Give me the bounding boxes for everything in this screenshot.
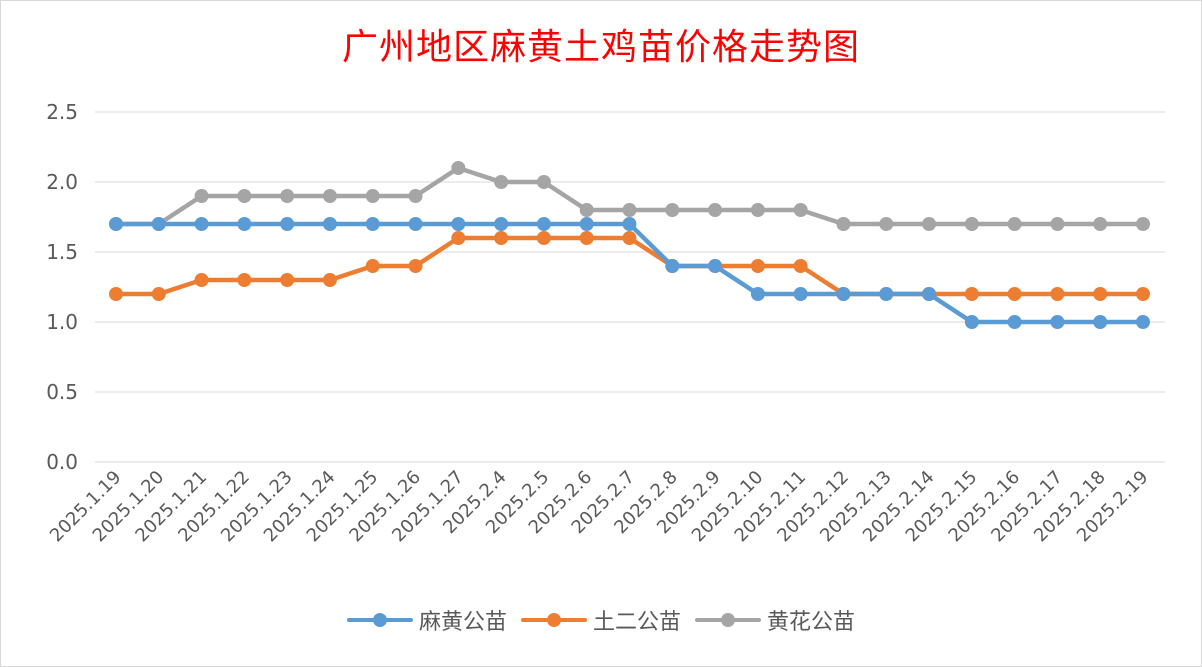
series-0-point <box>879 287 894 301</box>
series-0-point <box>1093 315 1108 329</box>
series-line-1 <box>113 235 1146 297</box>
series-1-point <box>1136 287 1150 301</box>
series-1-point <box>237 273 252 287</box>
series-2-point <box>280 189 295 203</box>
series-0-point <box>151 217 166 231</box>
series-0-point <box>622 217 637 231</box>
series-2-point <box>708 203 723 217</box>
series-0-point <box>579 217 594 231</box>
series-2-point <box>1050 217 1065 231</box>
legend-swatch-huanghua <box>695 610 761 630</box>
series-0-point <box>494 217 509 231</box>
series-1-point <box>964 287 979 301</box>
series-1-point <box>494 231 509 245</box>
series-2-point <box>408 189 423 203</box>
legend-item-mahuang: 麻黄公苗 <box>346 604 507 636</box>
series-0-point <box>408 217 423 231</box>
series-0-point <box>1007 315 1022 329</box>
series-1-point <box>579 231 594 245</box>
series-0-point <box>237 217 252 231</box>
series-2-point <box>665 203 680 217</box>
series-1-point <box>280 273 295 287</box>
series-2-point <box>365 189 380 203</box>
series-2-point <box>793 203 808 217</box>
series-0-point <box>194 217 209 231</box>
series-1-point <box>536 231 551 245</box>
series-0-point <box>451 217 466 231</box>
series-1-point <box>793 259 808 273</box>
y-tick-label: 2.5 <box>46 100 78 124</box>
series-2-point <box>322 189 337 203</box>
series-0-point <box>665 259 680 273</box>
series-2-point <box>494 175 509 189</box>
series-0-point <box>1050 315 1065 329</box>
series-0-point <box>708 259 723 273</box>
chart-legend: 麻黄公苗 土二公苗 黄花公苗 <box>0 604 1202 636</box>
series-2-point <box>451 161 466 175</box>
y-tick-label: 0.5 <box>46 380 78 404</box>
legend-label-mahuang: 麻黄公苗 <box>418 610 507 635</box>
series-2-point <box>1093 217 1108 231</box>
series-0-point <box>793 287 808 301</box>
series-2-point <box>622 203 637 217</box>
series-1-point <box>622 231 637 245</box>
series-2-point <box>536 175 551 189</box>
series-0-point <box>750 287 765 301</box>
series-0-point <box>964 315 979 329</box>
series-1-point <box>1093 287 1108 301</box>
series-0-point <box>365 217 380 231</box>
series-1-point <box>451 231 466 245</box>
series-1-point <box>109 287 123 301</box>
chart-title: 广州地区麻黄土鸡苗价格走势图 <box>341 27 860 68</box>
series-2-point <box>1136 217 1150 231</box>
legend-label-huanghua: 黄花公苗 <box>767 610 856 635</box>
legend-swatch-tuer <box>520 610 587 630</box>
series-0-point <box>922 287 937 301</box>
series-0-point <box>1136 315 1150 329</box>
series-1-point <box>408 259 423 273</box>
y-tick-label: 2.0 <box>46 170 78 194</box>
series-1-point <box>151 287 166 301</box>
legend-item-tuer: 土二公苗 <box>520 604 681 636</box>
series-1-point <box>1007 287 1022 301</box>
series-0-point <box>836 287 851 301</box>
legend-swatch-mahuang <box>346 610 413 630</box>
series-1-point <box>1050 287 1065 301</box>
series-0-point <box>280 217 295 231</box>
series-2-point <box>237 189 252 203</box>
series-0-point <box>536 217 551 231</box>
series-2-point <box>1007 217 1022 231</box>
series-2-point <box>750 203 765 217</box>
series-2-point <box>922 217 937 231</box>
series-0-point <box>109 217 123 231</box>
series-2-point <box>964 217 979 231</box>
legend-item-huanghua: 黄花公苗 <box>695 604 855 636</box>
series-2-point <box>194 189 209 203</box>
series-2-point <box>579 203 594 217</box>
y-tick-label: 0.0 <box>46 450 78 474</box>
series-2-point <box>879 217 894 231</box>
series-1-point <box>750 259 765 273</box>
series-1-point <box>194 273 209 287</box>
series-2-point <box>836 217 851 231</box>
series-1-point <box>322 273 337 287</box>
series-0-point <box>322 217 337 231</box>
y-tick-label: 1.5 <box>46 240 78 264</box>
legend-label-tuer: 土二公苗 <box>592 610 681 635</box>
y-tick-label: 1.0 <box>46 310 78 334</box>
series-1-point <box>365 259 380 273</box>
